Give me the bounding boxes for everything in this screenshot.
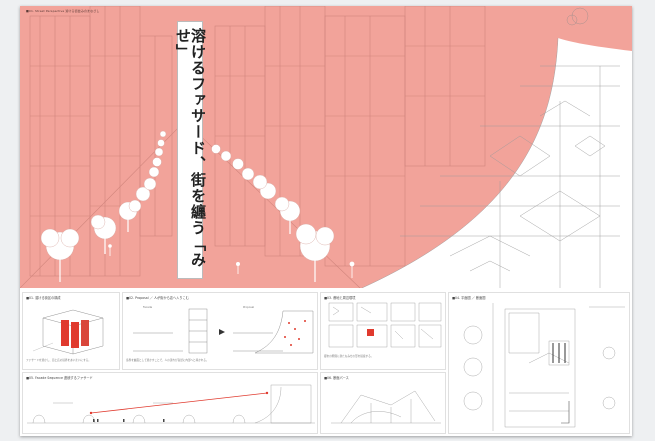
label-facade: Facade	[143, 306, 153, 309]
concept-diagram	[32, 309, 104, 355]
poster-board: ■01. Street Perspective 溶ける街並みのまなざし 溶けるフ…	[20, 6, 632, 436]
facade-sequence	[27, 384, 315, 424]
panel-sequence: ■05. Facade Sequence 連続するファサード	[22, 372, 318, 434]
poster-title: 溶けるファサード、街を纏う「みせ」	[174, 28, 207, 268]
label-proposal: Proposal	[243, 306, 255, 309]
street-perspective-drawing	[20, 6, 632, 288]
panel-title: ■05. Facade Sequence 連続するファサード	[26, 376, 93, 380]
panel-concept: ■01. 溶ける街区の構成 ファサードを溶かし、街と店の境界をあいまいにする。	[22, 292, 120, 370]
panel-title: ■01. 溶ける街区の構成	[26, 296, 61, 300]
hero-caption: ■01. Street Perspective 溶ける街並みのまなざし	[26, 9, 100, 13]
floor-plan	[463, 303, 625, 431]
panel-note: 境界を曲面として溶かすことで、人の流れが自然に内部へと導かれる。	[126, 359, 209, 362]
panel-site: ■03. 敷地と周辺環境 都市の隙間に新たなみせの形を提案する。	[320, 292, 446, 370]
section-perspective	[331, 390, 441, 424]
panel-section: ■06. 断面パース	[320, 372, 446, 434]
panel-plan: ■04. 平面図 ／ 断面図	[448, 292, 630, 434]
panel-title: ■04. 平面図 ／ 断面図	[452, 296, 486, 300]
site-map	[328, 302, 442, 348]
panel-proposal: ■02. Proposal ／ 人が街から店へ入りこむ Facade Propo…	[122, 292, 318, 370]
panel-title: ■02. Proposal ／ 人が街から店へ入りこむ	[126, 296, 189, 300]
hero-perspective: ■01. Street Perspective 溶ける街並みのまなざし 溶けるフ…	[20, 6, 632, 288]
panel-title: ■03. 敷地と周辺環境	[324, 296, 356, 300]
panel-title: ■06. 断面パース	[324, 376, 349, 380]
panel-note: 都市の隙間に新たなみせの形を提案する。	[324, 355, 374, 358]
title-banner: 溶けるファサード、街を纏う「みせ」	[174, 21, 207, 279]
panel-note: ファサードを溶かし、街と店の境界をあいまいにする。	[26, 359, 91, 362]
proposal-diagram	[133, 308, 314, 354]
diagram-panels: ■01. 溶ける街区の構成 ファサードを溶かし、街と店の境界をあいまいにする。 …	[20, 290, 632, 436]
